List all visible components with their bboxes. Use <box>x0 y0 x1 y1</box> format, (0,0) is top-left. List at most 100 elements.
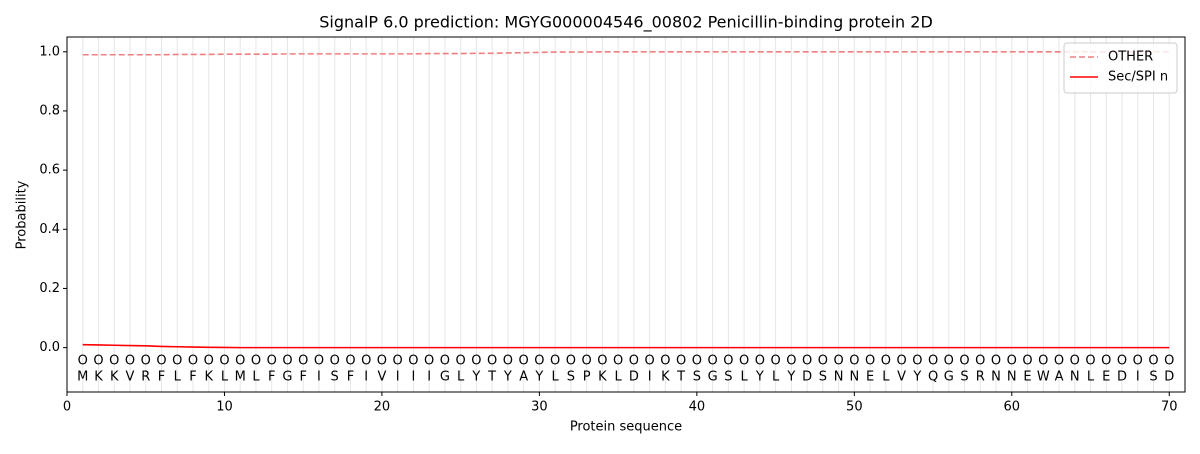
residue: L <box>552 370 560 385</box>
predicted-label: O <box>1164 353 1174 368</box>
predicted-label: O <box>282 353 292 368</box>
residue: F <box>299 370 306 385</box>
predicted-label: O <box>833 353 843 368</box>
residue: N <box>1070 370 1080 385</box>
residue: L <box>252 370 260 385</box>
predicted-label: O <box>377 353 387 368</box>
residue: I <box>396 370 400 385</box>
predicted-label: O <box>314 353 324 368</box>
predicted-label: O <box>456 353 466 368</box>
residue: Y <box>786 370 795 385</box>
predicted-label: O <box>566 353 576 368</box>
y-tick-label: 0.2 <box>39 281 60 296</box>
predicted-label: O <box>770 353 780 368</box>
predicted-label: O <box>755 353 765 368</box>
residue: G <box>282 370 292 385</box>
predicted-label: O <box>219 353 229 368</box>
residue: K <box>204 370 213 385</box>
residue: I <box>412 370 416 385</box>
residue: Q <box>928 370 938 385</box>
predicted-label: O <box>1085 353 1095 368</box>
predicted-label: O <box>1038 353 1048 368</box>
residue: F <box>268 370 275 385</box>
y-axis-label: Probability <box>15 180 30 249</box>
residue: A <box>1055 370 1064 385</box>
x-tick-label: 0 <box>63 400 71 415</box>
legend-box <box>1063 42 1178 94</box>
predicted-label: O <box>424 353 434 368</box>
residue: N <box>834 370 844 385</box>
x-tick-label: 50 <box>846 400 863 415</box>
plot-frame <box>66 36 1186 393</box>
x-tick-label: 70 <box>1161 400 1178 415</box>
residue: L <box>457 370 465 385</box>
residue: N <box>1007 370 1017 385</box>
residue: F <box>347 370 354 385</box>
residue: M <box>77 370 88 385</box>
residue: E <box>866 370 874 385</box>
x-axis-label: Protein sequence <box>570 420 682 435</box>
predicted-label: O <box>78 353 88 368</box>
residue: I <box>648 370 652 385</box>
predicted-label: O <box>802 353 812 368</box>
predicted-label: O <box>975 353 985 368</box>
y-tick-label: 0.6 <box>39 163 60 178</box>
predicted-label: O <box>235 353 245 368</box>
residue: S <box>960 370 968 385</box>
predicted-label: O <box>1133 353 1143 368</box>
predicted-label: O <box>330 353 340 368</box>
residue: S <box>1149 370 1157 385</box>
residue: K <box>661 370 670 385</box>
residue: M <box>235 370 246 385</box>
residue: Y <box>471 370 480 385</box>
legend-label: OTHER <box>1108 50 1153 65</box>
predicted-label: O <box>692 353 702 368</box>
residue: D <box>629 370 639 385</box>
residue: E <box>1102 370 1110 385</box>
residue: G <box>944 370 954 385</box>
predicted-label: O <box>440 353 450 368</box>
predicted-label: O <box>849 353 859 368</box>
predicted-label: O <box>93 353 103 368</box>
predicted-label: O <box>959 353 969 368</box>
residue: L <box>615 370 623 385</box>
predicted-label: O <box>487 353 497 368</box>
predicted-label: O <box>1117 353 1127 368</box>
residue: S <box>724 370 732 385</box>
predicted-label: O <box>109 353 119 368</box>
predicted-label: O <box>865 353 875 368</box>
x-tick-label: 40 <box>689 400 706 415</box>
residue: T <box>676 370 685 385</box>
residue: N <box>991 370 1001 385</box>
residue: R <box>976 370 985 385</box>
predicted-label: O <box>928 353 938 368</box>
residue: D <box>1117 370 1127 385</box>
predicted-label: O <box>519 353 529 368</box>
residue: K <box>110 370 119 385</box>
residue: G <box>708 370 718 385</box>
predicted-label: O <box>1054 353 1064 368</box>
residue: R <box>141 370 150 385</box>
y-tick-label: 0.4 <box>39 222 60 237</box>
residue: V <box>897 370 906 385</box>
predicted-label: O <box>298 353 308 368</box>
predicted-label: O <box>739 353 749 368</box>
predicted-label: O <box>534 353 544 368</box>
predicted-label: O <box>408 353 418 368</box>
residue: K <box>94 370 103 385</box>
residue: L <box>174 370 182 385</box>
predicted-label: O <box>881 353 891 368</box>
residue: L <box>740 370 748 385</box>
predicted-label: O <box>345 353 355 368</box>
residue: F <box>189 370 196 385</box>
residue: T <box>487 370 496 385</box>
residue: I <box>317 370 321 385</box>
y-tick-label: 0.0 <box>39 340 60 355</box>
residue: Y <box>755 370 764 385</box>
predicted-label: O <box>912 353 922 368</box>
predicted-label: O <box>550 353 560 368</box>
predicted-label: O <box>660 353 670 368</box>
residue: I <box>364 370 368 385</box>
predicted-label: O <box>818 353 828 368</box>
predicted-label: O <box>582 353 592 368</box>
